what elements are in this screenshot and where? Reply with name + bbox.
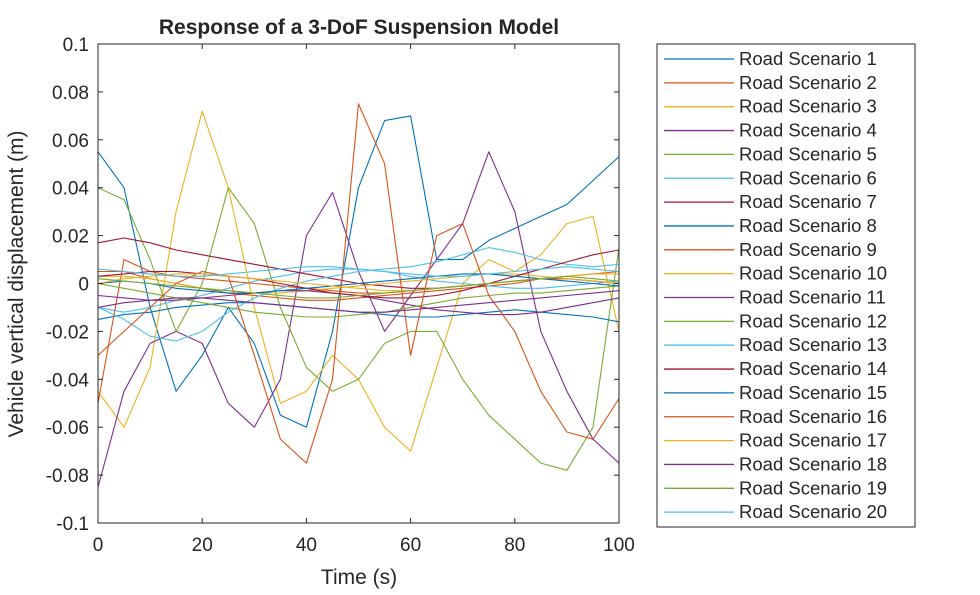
legend-label-14: Road Scenario 14 — [739, 358, 887, 379]
legend-label-15: Road Scenario 15 — [739, 382, 887, 403]
y-axis-label: Vehicle vertical displacement (m) — [5, 131, 28, 438]
legend-label-11: Road Scenario 11 — [739, 287, 886, 308]
legend-label-18: Road Scenario 18 — [739, 453, 887, 474]
y-tick-label: 0.1 — [63, 35, 89, 56]
y-tick-label: -0.02 — [46, 322, 89, 343]
y-tick-label: 0.08 — [52, 83, 89, 104]
legend-label-13: Road Scenario 13 — [739, 334, 887, 355]
y-tick-label: 0.02 — [52, 227, 89, 248]
series-line-15 — [97, 273, 620, 294]
legend-label-19: Road Scenario 19 — [739, 477, 887, 498]
legend-label-7: Road Scenario 7 — [739, 191, 877, 212]
legend-box — [656, 43, 916, 528]
series-line-20 — [97, 266, 620, 277]
y-tick-label: 0.06 — [52, 131, 89, 152]
y-tick-label: 0.04 — [52, 179, 89, 200]
series-line-16 — [97, 103, 620, 464]
x-tick-label: 0 — [93, 535, 104, 556]
x-tick-label: 20 — [192, 535, 213, 556]
series-line-10 — [98, 273, 620, 294]
legend-label-10: Road Scenario 10 — [739, 263, 887, 284]
legend-label-12: Road Scenario 12 — [739, 310, 887, 331]
legend-label-16: Road Scenario 16 — [739, 406, 887, 427]
y-tick-label: 0 — [78, 275, 89, 296]
x-axis-label: Time (s) — [321, 566, 397, 589]
y-tick-label: -0.06 — [46, 418, 89, 439]
legend-label-6: Road Scenario 6 — [739, 167, 877, 188]
y-tick-label: -0.1 — [56, 514, 89, 535]
x-tick-label: 40 — [296, 535, 317, 556]
x-tick-label: 100 — [603, 535, 635, 556]
series-line-19 — [97, 275, 620, 299]
x-tick-label: 80 — [504, 535, 525, 556]
legend-label-9: Road Scenario 9 — [739, 239, 877, 260]
y-tick-label: -0.08 — [46, 466, 89, 487]
x-tick-label: 60 — [400, 535, 421, 556]
series-line-1 — [97, 115, 620, 428]
legend-label-17: Road Scenario 17 — [739, 430, 887, 451]
chart-title: Response of a 3-DoF Suspension Model — [159, 16, 559, 39]
legend-label-5: Road Scenario 5 — [739, 143, 877, 164]
plot-area — [97, 103, 620, 488]
series-line-5 — [97, 187, 620, 471]
legend-label-1: Road Scenario 1 — [739, 48, 877, 69]
axes: 0 20 40 60 80 100 -0.1 -0.08 -0.06 -0.04 -0.02 0 0.0… — [46, 35, 635, 556]
legend-label-20: Road Scenario 20 — [739, 501, 887, 522]
legend-label-3: Road Scenario 3 — [739, 96, 877, 117]
series-line-12 — [97, 282, 620, 318]
legend-label-8: Road Scenario 8 — [739, 215, 877, 236]
legend-label-4: Road Scenario 4 — [739, 120, 877, 141]
y-tick-label: -0.04 — [46, 370, 90, 391]
series-line-18 — [97, 290, 620, 313]
series-line-13 — [97, 247, 620, 342]
legend-label-2: Road Scenario 2 — [739, 72, 877, 93]
legend: Road Scenario 1 Road Scenario 2 Road Scena… — [656, 43, 916, 528]
